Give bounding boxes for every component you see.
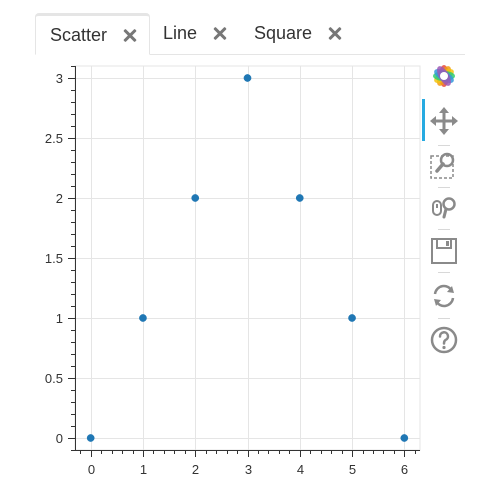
wheel-zoom-icon[interactable]	[428, 192, 460, 224]
y-tick-label: 1	[56, 311, 63, 326]
reset-icon[interactable]	[428, 280, 460, 312]
data-point	[348, 314, 356, 322]
toolbar-divider	[438, 229, 450, 230]
tab-square-label: Square	[254, 23, 313, 43]
help-icon[interactable]	[428, 324, 460, 356]
data-point	[86, 434, 95, 442]
plot-toolbar	[422, 60, 466, 360]
y-tick-labels: 0 0.5 1 1.5 2 2.5 3	[45, 71, 63, 446]
tab-scatter-label: Scatter	[50, 24, 108, 45]
x-tick-label: 4	[297, 462, 304, 477]
data-points	[86, 74, 409, 442]
y-tick-label: 2	[56, 191, 63, 206]
data-point	[400, 434, 409, 442]
x-axis	[75, 450, 420, 457]
x-tick-label: 0	[88, 462, 95, 477]
toolbar-divider	[438, 145, 450, 146]
box-zoom-icon[interactable]	[428, 150, 460, 182]
pan-icon[interactable]	[428, 105, 460, 137]
x-tick-label: 1	[140, 462, 147, 477]
x-tick-label: 3	[245, 462, 252, 477]
data-point	[243, 74, 252, 82]
toolbar-divider	[438, 272, 450, 273]
x-tick-label: 6	[401, 462, 408, 477]
tab-scatter[interactable]: Scatter	[35, 13, 150, 55]
tab-line-label: Line	[163, 23, 198, 43]
toolbar-divider	[438, 187, 450, 188]
y-tick-label: 0	[56, 431, 63, 446]
tab-bar: Scatter Line Square	[35, 13, 465, 55]
x-tick-label: 2	[192, 462, 199, 477]
active-tool-indicator	[422, 99, 425, 141]
y-axis	[68, 66, 76, 451]
y-tick-label: 1.5	[45, 251, 63, 266]
toolbar-divider	[438, 318, 450, 319]
bokeh-logo-icon[interactable]	[428, 60, 460, 92]
data-point	[191, 194, 200, 202]
y-tick-label: 0.5	[45, 371, 63, 386]
x-tick-label: 5	[349, 462, 356, 477]
x-tick-labels: 0 1 2 3 4 5 6	[88, 462, 408, 477]
data-point	[139, 314, 147, 322]
y-tick-label: 2.5	[45, 131, 63, 146]
tab-line[interactable]: Line	[163, 13, 255, 54]
grid-y	[75, 78, 420, 439]
data-point	[295, 194, 304, 202]
tab-square[interactable]: Square	[254, 13, 364, 54]
save-icon[interactable]	[428, 235, 460, 267]
y-tick-label: 3	[56, 71, 63, 86]
